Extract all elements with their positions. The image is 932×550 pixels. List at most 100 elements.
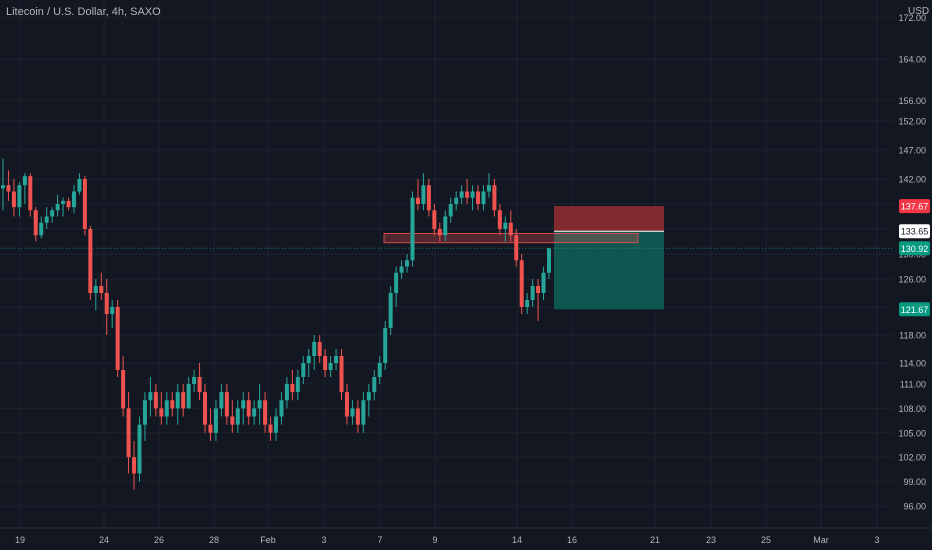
candle-body xyxy=(339,356,344,393)
candle xyxy=(306,349,311,377)
time-axis[interactable]: 19 24 26 28 Feb 3 7 9 14 16 21 23 25 Mar 3 xyxy=(0,527,932,550)
candle-body xyxy=(208,424,213,433)
time-tick-label: 3 xyxy=(321,535,326,545)
candle xyxy=(372,370,377,401)
candle xyxy=(6,170,11,201)
candle xyxy=(481,185,486,211)
time-tick-label: 26 xyxy=(154,535,164,545)
candle-body xyxy=(33,210,38,236)
candle-body xyxy=(399,266,404,273)
candle xyxy=(301,356,306,384)
candle-body xyxy=(93,286,98,293)
candle-body xyxy=(82,179,87,229)
candle xyxy=(50,207,55,223)
candle-body xyxy=(530,286,535,300)
candle-body xyxy=(454,197,459,204)
candle xyxy=(153,384,158,417)
candle-body xyxy=(197,377,202,393)
price-label-text-last: 130.92 xyxy=(901,244,929,254)
candle xyxy=(328,356,333,377)
time-tick-label: Feb xyxy=(260,535,276,545)
candle-body xyxy=(181,392,186,409)
price-tick-label: 102.00 xyxy=(898,453,926,463)
candle xyxy=(377,356,382,384)
candle-body xyxy=(481,191,486,204)
candle-body xyxy=(142,400,147,425)
candle xyxy=(132,440,137,490)
candle xyxy=(208,408,213,441)
candle-body xyxy=(508,222,513,236)
candle-body xyxy=(388,293,393,328)
candle xyxy=(28,173,33,217)
candle-body xyxy=(290,384,295,393)
candle-body xyxy=(17,185,22,208)
price-tick-label: 126.00 xyxy=(898,275,926,285)
candle-body xyxy=(246,400,251,417)
candle xyxy=(410,191,415,267)
candle-body xyxy=(410,197,415,261)
candle xyxy=(525,293,530,314)
candle-body xyxy=(312,342,317,356)
stop-loss-zone[interactable] xyxy=(554,206,664,232)
price-tick-label: 147.00 xyxy=(898,146,926,156)
candles xyxy=(1,158,551,490)
currency-label: USD xyxy=(908,6,929,17)
candle xyxy=(77,173,82,195)
price-label-text-target: 121.67 xyxy=(901,305,929,315)
candle-body xyxy=(344,392,349,417)
candle xyxy=(394,266,399,307)
candle-body xyxy=(377,363,382,377)
candle-body xyxy=(121,370,126,409)
candle-body xyxy=(514,235,519,261)
price-tick-label: 172.00 xyxy=(898,13,926,23)
price-tick-label: 118.00 xyxy=(899,331,926,341)
candle-body xyxy=(405,260,410,267)
candle xyxy=(519,254,524,314)
price-tick-label: 142.00 xyxy=(898,175,926,185)
candle-body xyxy=(459,191,464,198)
candle xyxy=(44,207,49,229)
candle-body xyxy=(22,176,27,186)
time-tick-label: 9 xyxy=(432,535,437,545)
candle-body xyxy=(536,286,541,293)
candle xyxy=(263,392,268,433)
candle xyxy=(142,392,147,441)
candle xyxy=(443,210,448,242)
candle xyxy=(252,400,257,425)
candle xyxy=(219,384,224,417)
candle-body xyxy=(448,204,453,217)
time-tick-label: 23 xyxy=(706,535,716,545)
candle xyxy=(61,197,66,217)
candle xyxy=(1,158,5,211)
candle xyxy=(399,260,404,279)
candle xyxy=(164,392,169,425)
candle xyxy=(470,185,475,211)
candle-body xyxy=(1,185,5,189)
candle xyxy=(213,400,218,441)
candle-body xyxy=(235,408,240,425)
candle xyxy=(339,349,344,401)
candle-body xyxy=(486,185,491,192)
candle xyxy=(476,185,481,211)
candle xyxy=(235,400,240,433)
candle-body xyxy=(153,392,158,409)
candle-body xyxy=(132,457,137,474)
candle xyxy=(110,300,115,328)
price-axis[interactable]: 96.00 99.00 102.00 105.00 108.00 111.00 114.00… xyxy=(893,0,932,550)
candle-body xyxy=(476,191,481,204)
candle-body xyxy=(213,408,218,433)
candle-body xyxy=(170,400,175,409)
candle xyxy=(366,384,371,417)
candle xyxy=(93,279,98,311)
candle-body xyxy=(443,216,448,236)
candle xyxy=(530,279,535,307)
zones xyxy=(0,206,893,310)
candle xyxy=(317,335,322,363)
candle xyxy=(448,197,453,223)
take-profit-zone[interactable] xyxy=(554,231,664,310)
candle-body xyxy=(361,400,366,425)
candle-body xyxy=(323,356,328,370)
candle-body xyxy=(547,248,551,273)
